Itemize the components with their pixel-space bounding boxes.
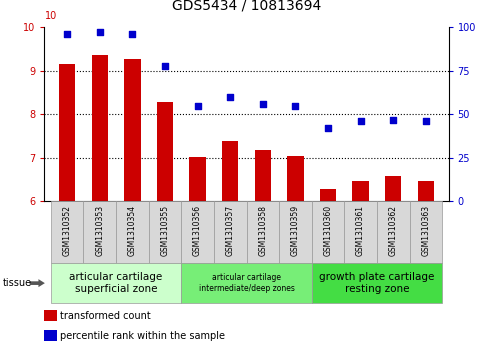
- Bar: [246, 201, 279, 263]
- Text: transformed count: transformed count: [60, 311, 151, 321]
- Point: [96, 29, 104, 35]
- Bar: [312, 201, 344, 263]
- Text: GSM1310356: GSM1310356: [193, 205, 202, 256]
- Text: GSM1310360: GSM1310360: [323, 205, 332, 256]
- Text: GSM1310361: GSM1310361: [356, 205, 365, 256]
- Bar: [352, 180, 369, 201]
- Text: GSM1310352: GSM1310352: [63, 205, 71, 256]
- Bar: [312, 263, 442, 303]
- Bar: [51, 201, 83, 263]
- Text: growth plate cartilage
resting zone: growth plate cartilage resting zone: [319, 272, 435, 294]
- Bar: [181, 201, 214, 263]
- Text: GSM1310355: GSM1310355: [161, 205, 170, 256]
- Bar: [59, 64, 75, 201]
- Bar: [92, 55, 108, 201]
- Point: [129, 31, 137, 37]
- Bar: [410, 201, 442, 263]
- Bar: [181, 263, 312, 303]
- Text: articular cartilage
intermediate/deep zones: articular cartilage intermediate/deep zo…: [199, 273, 294, 293]
- Point: [226, 94, 234, 100]
- Bar: [344, 201, 377, 263]
- Text: GSM1310362: GSM1310362: [388, 205, 398, 256]
- Bar: [279, 201, 312, 263]
- Text: GDS5434 / 10813694: GDS5434 / 10813694: [172, 0, 321, 13]
- Text: articular cartilage
superficial zone: articular cartilage superficial zone: [70, 272, 163, 294]
- Text: GSM1310358: GSM1310358: [258, 205, 267, 256]
- Bar: [124, 58, 141, 201]
- Point: [389, 117, 397, 122]
- Text: percentile rank within the sample: percentile rank within the sample: [60, 331, 225, 341]
- Point: [161, 63, 169, 69]
- Bar: [320, 189, 336, 201]
- Point: [356, 118, 364, 124]
- Point: [422, 118, 430, 124]
- Text: GSM1310353: GSM1310353: [95, 205, 105, 256]
- Text: GSM1310363: GSM1310363: [422, 205, 430, 256]
- Bar: [189, 157, 206, 201]
- Point: [291, 103, 299, 109]
- Bar: [287, 156, 304, 201]
- Text: GSM1310354: GSM1310354: [128, 205, 137, 256]
- Point: [324, 125, 332, 131]
- Point: [194, 103, 202, 109]
- Bar: [255, 151, 271, 201]
- Bar: [377, 201, 410, 263]
- Point: [63, 31, 71, 37]
- Bar: [222, 141, 238, 201]
- Bar: [214, 201, 246, 263]
- Bar: [385, 176, 401, 201]
- Text: GSM1310357: GSM1310357: [226, 205, 235, 256]
- Bar: [157, 102, 173, 201]
- Bar: [51, 263, 181, 303]
- Point: [259, 101, 267, 107]
- Text: GSM1310359: GSM1310359: [291, 205, 300, 256]
- Text: 10: 10: [45, 11, 57, 21]
- Bar: [116, 201, 149, 263]
- Bar: [83, 201, 116, 263]
- Text: tissue: tissue: [2, 278, 32, 288]
- Bar: [418, 180, 434, 201]
- Bar: [149, 201, 181, 263]
